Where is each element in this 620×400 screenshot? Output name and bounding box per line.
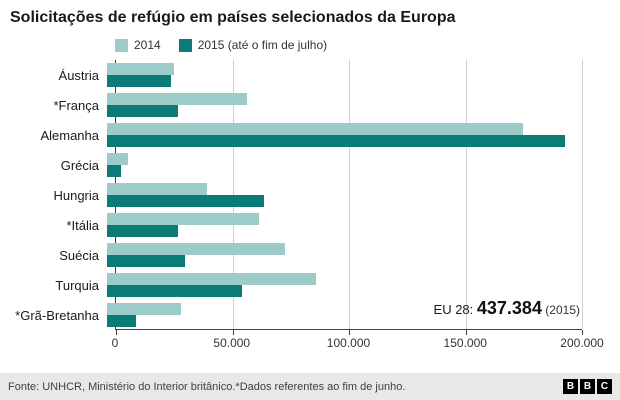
bar-group (107, 93, 582, 117)
bar-group (107, 153, 582, 177)
bbc-logo-letter: B (563, 379, 578, 394)
legend: 2014 2015 (até o fim de julho) (115, 38, 620, 52)
bar-chart: Áustria *França Alemanha Grécia Hungria *Itál… (10, 60, 610, 360)
bar-2014-Alemanha (107, 123, 523, 135)
bar-2015-Grã-Bretanha (107, 315, 136, 327)
axis-tick (582, 330, 583, 335)
axis-tick (349, 330, 350, 335)
gridline (465, 60, 467, 329)
bar-group (107, 63, 582, 87)
axis-tick-label: 50.000 (213, 336, 251, 350)
bar-2014-França (107, 93, 248, 105)
legend-item: 2015 (até o fim de julho) (178, 38, 328, 52)
bar-2015-Itália (107, 225, 179, 237)
bar-2014-Itália (107, 213, 259, 225)
category-label: Áustria (58, 67, 99, 83)
footer-bar: Fonte: UNHCR, Ministério do Interior bri… (0, 373, 620, 400)
bar-2014-Suécia (107, 243, 286, 255)
legend-label: 2015 (até o fim de julho) (197, 38, 328, 52)
bar-group (107, 183, 582, 207)
bar-group (107, 123, 582, 147)
bar-group (107, 213, 582, 237)
axis-tick (465, 330, 467, 335)
legend-swatch (178, 38, 192, 52)
eu-annotation-value: 437.384 (476, 298, 542, 318)
bar-2014-Grécia (107, 153, 129, 165)
bbc-logo-letter: B (580, 379, 595, 394)
axis-tick (116, 330, 117, 335)
category-label: *França (53, 97, 99, 113)
eu-annotation-suffix: (2015) (541, 303, 580, 317)
chart-row: *Grã-Bretanha (10, 300, 610, 330)
chart-row: Áustria (10, 60, 610, 90)
legend-item: 2014 (115, 38, 161, 52)
legend-swatch (115, 38, 128, 52)
eu-annotation-prefix: EU 28: (433, 302, 477, 317)
axis-tick (232, 330, 234, 335)
bar-2014-Áustria (107, 63, 174, 75)
bar-2015-Hungria (107, 195, 264, 207)
bar-group (107, 303, 582, 327)
bar-2015-Alemanha (107, 135, 566, 147)
chart-row: Turquia (10, 270, 610, 300)
chart-row: Hungria (10, 180, 610, 210)
bar-group (107, 273, 582, 297)
bar-2015-Áustria (107, 75, 172, 87)
category-label: Grécia (60, 157, 99, 173)
chart-row: Suécia (10, 240, 610, 270)
chart-rows: Áustria *França Alemanha Grécia Hungria *Itál… (10, 60, 610, 330)
eu-annotation: EU 28: 437.384 (2015) (434, 298, 580, 319)
chart-row: *França (10, 90, 610, 120)
bar-2014-Hungria (107, 183, 207, 195)
gridline (349, 60, 350, 329)
axis-tick-label: 200.000 (560, 336, 604, 350)
bar-2015-Grécia (107, 165, 122, 177)
bar-2015-Turquia (107, 285, 243, 297)
axis-tick-label: 0 (111, 336, 119, 350)
category-label: Turquia (55, 277, 99, 293)
bar-group (107, 243, 582, 267)
chart-row: *Itália (10, 210, 610, 240)
category-label: Suécia (59, 247, 99, 263)
bbc-logo-letter: C (597, 379, 612, 394)
bar-2015-Suécia (107, 255, 186, 267)
chart-row: Grécia (10, 150, 610, 180)
gridline (582, 60, 583, 329)
chart-title: Solicitações de refúgio em países seleci… (10, 9, 456, 26)
chart-row: Alemanha (10, 120, 610, 150)
category-label: *Itália (66, 217, 99, 233)
bar-2014-Grã-Bretanha (107, 303, 181, 315)
source-text: Fonte: UNHCR, Ministério do Interior bri… (8, 380, 406, 393)
axis-tick-label: 150.000 (443, 336, 487, 350)
category-label: Hungria (53, 187, 99, 203)
gridline (232, 60, 234, 329)
category-label: *Grã-Bretanha (15, 307, 99, 323)
legend-label: 2014 (134, 38, 161, 52)
bar-2014-Turquia (107, 273, 316, 285)
bar-2015-França (107, 105, 179, 117)
axis-tick-label: 100.000 (326, 336, 371, 350)
category-label: Alemanha (40, 127, 99, 143)
x-axis: 0 50.000 100.000 150.000 200.000 (111, 334, 604, 352)
